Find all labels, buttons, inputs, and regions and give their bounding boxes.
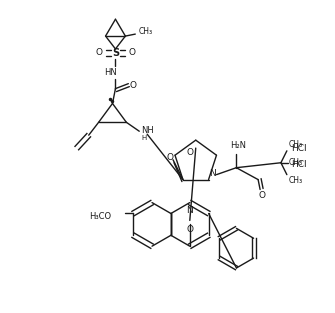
Text: NH: NH [141, 126, 154, 135]
Text: CH₃: CH₃ [289, 176, 303, 185]
Text: O: O [259, 191, 266, 200]
Text: H₃CO: H₃CO [89, 212, 111, 221]
Text: N: N [186, 206, 193, 215]
Text: O: O [186, 147, 193, 156]
Text: O: O [166, 153, 174, 162]
Text: HCl: HCl [291, 161, 307, 169]
Text: S: S [112, 48, 119, 58]
Text: CH₃: CH₃ [138, 27, 152, 36]
Text: HN: HN [104, 68, 117, 77]
Text: CH₃: CH₃ [289, 141, 303, 149]
Text: H₂N: H₂N [230, 141, 246, 150]
Text: O: O [186, 225, 193, 234]
Text: O: O [130, 81, 137, 90]
Text: H: H [141, 135, 146, 141]
Text: O: O [129, 49, 136, 57]
Text: CH₃: CH₃ [289, 158, 303, 167]
Text: HCl: HCl [291, 144, 307, 152]
Text: O: O [95, 49, 102, 57]
Text: N: N [209, 169, 216, 178]
